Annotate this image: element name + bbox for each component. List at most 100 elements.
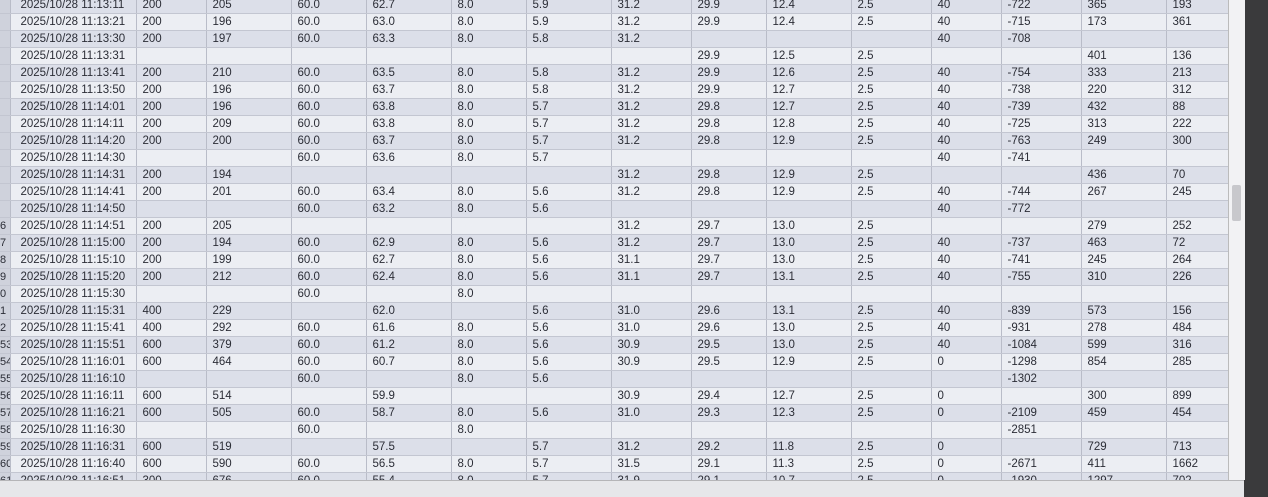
cell[interactable]: [1166, 370, 1228, 388]
cell[interactable]: 2.5: [851, 234, 932, 252]
cell[interactable]: 200: [136, 234, 207, 252]
cell[interactable]: 60.0: [291, 421, 367, 439]
cell[interactable]: 11.3: [766, 455, 852, 473]
cell[interactable]: 2.5: [851, 183, 932, 201]
cell[interactable]: 40: [931, 336, 1002, 354]
cell[interactable]: 29.9: [691, 0, 767, 14]
cell[interactable]: [526, 47, 612, 65]
cell[interactable]: 63.0: [366, 13, 452, 31]
cell[interactable]: 31.2: [611, 98, 692, 116]
cell[interactable]: 8.0: [451, 404, 527, 422]
cell[interactable]: 200: [136, 98, 207, 116]
cell[interactable]: 29.2: [691, 438, 767, 456]
cell[interactable]: 400: [136, 319, 207, 337]
cell[interactable]: [931, 370, 1002, 388]
timestamp-cell[interactable]: 2025/10/28 11:15:41: [10, 319, 137, 337]
row-number[interactable]: [0, 0, 11, 14]
cell[interactable]: 63.7: [366, 132, 452, 150]
cell[interactable]: [526, 285, 612, 303]
cell[interactable]: 285: [1166, 353, 1228, 371]
cell[interactable]: 0: [931, 404, 1002, 422]
cell[interactable]: 200: [136, 0, 207, 14]
cell[interactable]: [291, 302, 367, 320]
cell[interactable]: 61.6: [366, 319, 452, 337]
row-number[interactable]: 59: [0, 438, 11, 456]
timestamp-cell[interactable]: 2025/10/28 11:14:01: [10, 98, 137, 116]
cell[interactable]: 2.5: [851, 404, 932, 422]
cell[interactable]: 63.6: [366, 149, 452, 167]
cell[interactable]: 5.7: [526, 438, 612, 456]
cell[interactable]: 40: [931, 81, 1002, 99]
cell[interactable]: 13.0: [766, 217, 852, 235]
cell[interactable]: 63.8: [366, 115, 452, 133]
cell[interactable]: 220: [1081, 81, 1167, 99]
cell[interactable]: -722: [1001, 0, 1082, 14]
cell[interactable]: [766, 285, 852, 303]
cell[interactable]: 411: [1081, 455, 1167, 473]
cell[interactable]: 209: [206, 115, 292, 133]
cell[interactable]: 245: [1081, 251, 1167, 269]
timestamp-cell[interactable]: 2025/10/28 11:16:11: [10, 387, 137, 405]
cell[interactable]: 600: [136, 387, 207, 405]
cell[interactable]: [136, 47, 207, 65]
cell[interactable]: 599: [1081, 336, 1167, 354]
cell[interactable]: 333: [1081, 64, 1167, 82]
row-number[interactable]: 56: [0, 387, 11, 405]
row-number[interactable]: 8: [0, 251, 11, 269]
cell[interactable]: 8.0: [451, 251, 527, 269]
row-number[interactable]: 53: [0, 336, 11, 354]
cell[interactable]: 2.5: [851, 81, 932, 99]
cell[interactable]: 62.9: [366, 234, 452, 252]
cell[interactable]: 200: [136, 183, 207, 201]
cell[interactable]: -741: [1001, 149, 1082, 167]
cell[interactable]: 249: [1081, 132, 1167, 150]
cell[interactable]: 5.8: [526, 81, 612, 99]
cell[interactable]: [1081, 30, 1167, 48]
cell[interactable]: 31.2: [611, 166, 692, 184]
cell[interactable]: -725: [1001, 115, 1082, 133]
cell[interactable]: 600: [136, 404, 207, 422]
cell[interactable]: 2.5: [851, 268, 932, 286]
cell[interactable]: [691, 200, 767, 218]
cell[interactable]: [931, 47, 1002, 65]
timestamp-cell[interactable]: 2025/10/28 11:13:41: [10, 64, 137, 82]
cell[interactable]: 212: [206, 268, 292, 286]
cell[interactable]: 2.5: [851, 387, 932, 405]
cell[interactable]: 200: [136, 30, 207, 48]
cell[interactable]: 62.7: [366, 0, 452, 14]
cell[interactable]: 292: [206, 319, 292, 337]
cell[interactable]: 379: [206, 336, 292, 354]
cell[interactable]: 72: [1166, 234, 1228, 252]
cell[interactable]: 62.4: [366, 268, 452, 286]
cell[interactable]: 31.2: [611, 81, 692, 99]
cell[interactable]: [1081, 421, 1167, 439]
cell[interactable]: [1166, 200, 1228, 218]
cell[interactable]: 0: [931, 353, 1002, 371]
cell[interactable]: 5.7: [526, 98, 612, 116]
row-number[interactable]: 9: [0, 268, 11, 286]
row-number[interactable]: 6: [0, 217, 11, 235]
cell[interactable]: 514: [206, 387, 292, 405]
cell[interactable]: -744: [1001, 183, 1082, 201]
cell[interactable]: 5.9: [526, 13, 612, 31]
cell[interactable]: 8.0: [451, 132, 527, 150]
cell[interactable]: [206, 370, 292, 388]
cell[interactable]: [206, 421, 292, 439]
cell[interactable]: 8.0: [451, 421, 527, 439]
cell[interactable]: [691, 421, 767, 439]
timestamp-cell[interactable]: 2025/10/28 11:13:31: [10, 47, 137, 65]
row-number[interactable]: 1: [0, 302, 11, 320]
timestamp-cell[interactable]: 2025/10/28 11:14:51: [10, 217, 137, 235]
cell[interactable]: 8.0: [451, 455, 527, 473]
row-number[interactable]: [0, 200, 11, 218]
cell[interactable]: 432: [1081, 98, 1167, 116]
cell[interactable]: 40: [931, 98, 1002, 116]
cell[interactable]: 59.9: [366, 387, 452, 405]
cell[interactable]: 31.2: [611, 115, 692, 133]
timestamp-cell[interactable]: 2025/10/28 11:14:41: [10, 183, 137, 201]
cell[interactable]: 31.0: [611, 319, 692, 337]
cell[interactable]: 436: [1081, 166, 1167, 184]
cell[interactable]: 454: [1166, 404, 1228, 422]
cell[interactable]: 60.0: [291, 13, 367, 31]
cell[interactable]: 5.6: [526, 302, 612, 320]
